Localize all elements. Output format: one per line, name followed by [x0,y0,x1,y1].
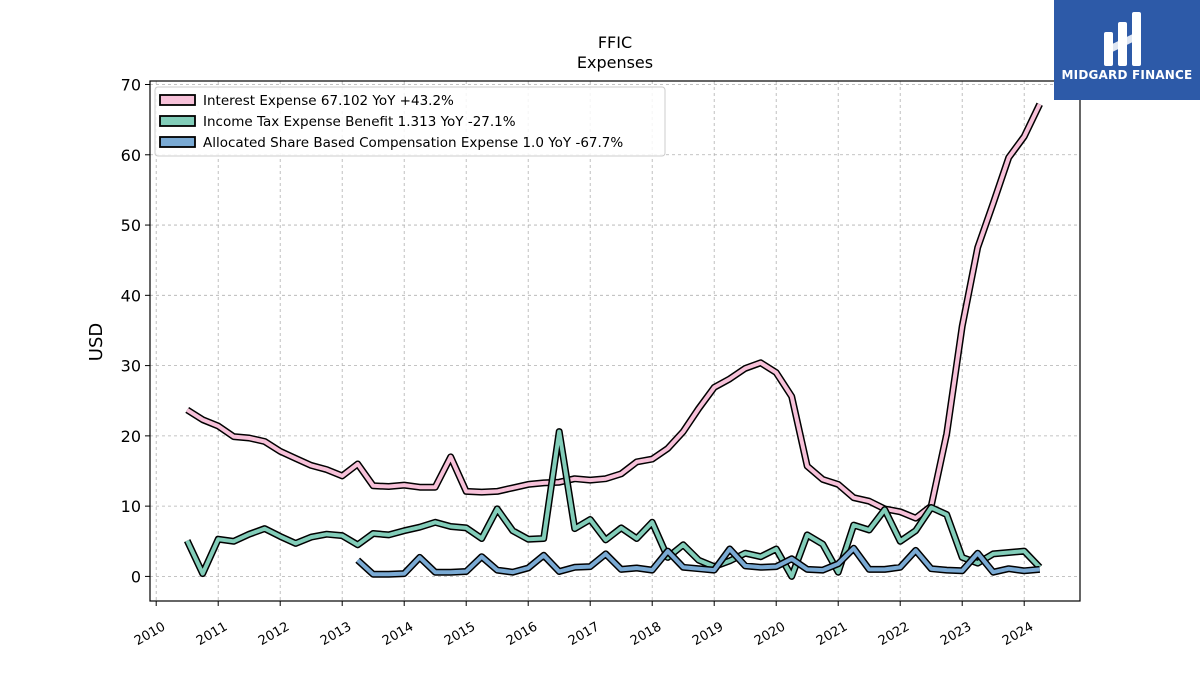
legend: Interest Expense 67.102 YoY +43.2% Income… [154,86,666,157]
legend-label-2: Allocated Share Based Compensation Expen… [203,135,623,151]
x-axis-ticks: 2010 2011 2012 2013 2014 2015 2016 2017 2018 2019… [132,601,1036,649]
legend-swatch-1 [159,115,196,127]
y-tick-label-3: 30 [121,357,141,376]
y-tick-label-1: 10 [121,497,141,516]
logo-text: MIDGARD FINANCE [1061,68,1193,82]
chart-subtitle: Expenses [577,53,653,72]
chart-title: FFIC [598,33,632,52]
series-line-0 [186,103,1042,521]
y-tick-label-6: 60 [121,146,141,165]
x-tick-label-4: 2014 [380,619,416,649]
legend-label-1: Income Tax Expense Benefit 1.313 YoY -27… [203,114,516,130]
y-axis-label: USD [86,323,107,361]
y-tick-label-2: 20 [121,427,141,446]
x-tick-label-9: 2019 [690,619,726,649]
x-tick-label-12: 2022 [876,619,912,649]
legend-label-0: Interest Expense 67.102 YoY +43.2% [203,93,454,109]
x-tick-label-10: 2020 [752,619,788,649]
grid-lines [150,81,1080,601]
legend-swatch-2 [159,136,196,148]
x-tick-label-8: 2018 [628,619,664,649]
x-tick-label-14: 2024 [1000,619,1036,649]
x-tick-label-1: 2011 [194,619,230,649]
midgard-logo: MIDGARD FINANCE [1054,0,1200,100]
x-tick-label-5: 2015 [442,619,478,649]
series-lines [184,102,1043,580]
x-tick-label-7: 2017 [566,619,602,649]
y-tick-label-0: 0 [131,567,141,586]
y-tick-label-4: 40 [121,286,141,305]
series-outline-0 [185,102,1043,522]
x-tick-label-6: 2016 [504,619,540,649]
series-line-1 [185,429,1042,579]
x-tick-label-11: 2021 [814,619,850,649]
legend-swatch-0 [159,94,196,106]
y-axis-ticks: 0 10 20 30 40 50 60 70 [121,76,150,586]
x-tick-label-3: 2013 [318,619,354,649]
midgard-logo-icon [1104,12,1141,66]
y-tick-label-7: 70 [121,76,141,95]
legend-box [154,86,666,157]
plot-frame [149,80,1081,602]
x-tick-label-13: 2023 [938,619,974,649]
series-line-2 [356,546,1040,577]
x-tick-label-2: 2012 [256,619,292,649]
x-tick-label-0: 2010 [132,619,168,649]
y-tick-label-5: 50 [121,216,141,235]
